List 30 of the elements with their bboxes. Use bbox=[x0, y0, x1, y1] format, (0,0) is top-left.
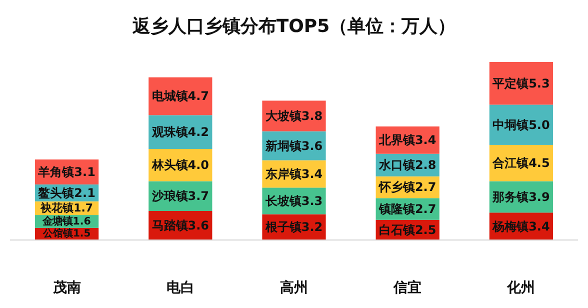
data-label: 沙琅镇3.7 bbox=[150, 189, 210, 204]
data-label: 东岸镇3.4 bbox=[264, 166, 323, 181]
chart-title: 返乡人口乡镇分布TOP5（单位：万人） bbox=[131, 16, 456, 37]
data-label: 公馆镇1.5 bbox=[42, 227, 91, 240]
data-label: 金塘镇1.6 bbox=[42, 215, 91, 228]
x-tick-label: 信宜 bbox=[392, 279, 422, 296]
data-label: 根子镇3.2 bbox=[264, 220, 323, 234]
data-label: 水口镇2.8 bbox=[378, 158, 436, 172]
data-label: 大坡镇3.8 bbox=[265, 108, 323, 123]
data-label: 鳌头镇2.1 bbox=[37, 186, 96, 200]
data-label: 杨梅镇3.4 bbox=[492, 219, 550, 234]
data-label: 林头镇4.0 bbox=[150, 158, 210, 172]
data-label: 袂花镇1.7 bbox=[40, 202, 93, 215]
data-label: 电城镇4.7 bbox=[152, 89, 210, 104]
x-tick-label: 化州 bbox=[506, 280, 536, 296]
data-label: 镇隆镇2.7 bbox=[378, 202, 436, 216]
x-tick-label: 茂南 bbox=[52, 280, 81, 296]
data-label: 中垌镇5.0 bbox=[492, 118, 550, 132]
x-tick-label: 电白 bbox=[166, 280, 194, 296]
data-label: 那务镇3.9 bbox=[492, 190, 550, 204]
x-tick-label: 高州 bbox=[280, 279, 308, 296]
data-label: 平定镇5.3 bbox=[492, 76, 550, 90]
data-label: 合江镇4.5 bbox=[492, 156, 550, 170]
data-label: 羊角镇3.1 bbox=[37, 164, 96, 179]
data-label: 北界镇3.4 bbox=[378, 133, 436, 148]
data-label: 怀乡镇2.7 bbox=[378, 180, 436, 194]
data-label: 新垌镇3.6 bbox=[264, 138, 323, 153]
data-label: 观珠镇4.2 bbox=[150, 125, 210, 140]
data-label: 长坡镇3.3 bbox=[264, 194, 323, 208]
data-label: 马踏镇3.6 bbox=[152, 218, 210, 232]
